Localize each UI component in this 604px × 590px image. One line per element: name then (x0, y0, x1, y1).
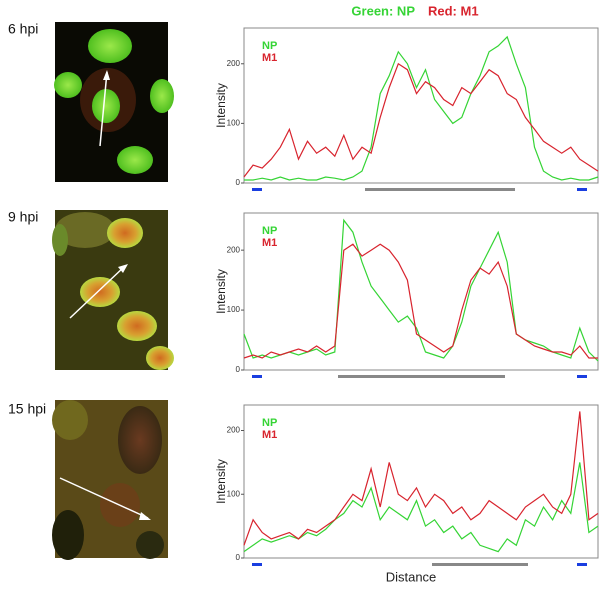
roi-marker (577, 188, 587, 191)
legend-entry: M1 (262, 237, 277, 249)
panel-label: 9 hpi (8, 209, 38, 225)
y-tick-label: 0 (236, 365, 241, 374)
plot-frame (243, 404, 599, 559)
micrograph (52, 210, 174, 370)
y-tick-label: 0 (236, 178, 241, 187)
y-tick-label: 100 (227, 118, 241, 127)
panel-label: 6 hpi (8, 21, 38, 37)
legend-entry: M1 (262, 52, 277, 64)
y-axis-label: Intensity (214, 83, 228, 128)
header-red: Red: M1 (428, 3, 479, 18)
legend-entry: NP (262, 225, 277, 237)
plot-frame (243, 27, 599, 184)
region-bar (432, 563, 528, 566)
roi-marker (252, 563, 262, 566)
micrograph (52, 400, 168, 560)
data-line (243, 243, 598, 359)
y-tick-label: 200 (227, 59, 241, 68)
header-green: Green: NP (351, 3, 415, 18)
data-line (244, 35, 599, 181)
roi-marker (577, 375, 587, 378)
legend-entry: M1 (262, 429, 277, 441)
panel-label: 15 hpi (8, 401, 46, 417)
y-tick-label: 100 (227, 489, 241, 498)
roi-marker (577, 563, 587, 566)
y-tick-label: 200 (227, 426, 241, 435)
micrograph (54, 22, 174, 182)
x-axis-label: Distance (386, 569, 437, 584)
legend-entry: NP (262, 40, 277, 52)
roi-marker (252, 188, 262, 191)
y-axis-label: Intensity (214, 269, 228, 314)
roi-marker (252, 375, 262, 378)
y-axis-label: Intensity (214, 459, 228, 504)
region-bar (338, 375, 505, 378)
y-tick-label: 100 (227, 305, 241, 314)
region-bar (365, 188, 515, 191)
data-line (243, 218, 599, 362)
data-line (243, 411, 599, 546)
plot-frame (243, 212, 599, 371)
data-line (243, 62, 599, 178)
data-line (243, 462, 599, 553)
y-tick-label: 200 (227, 245, 241, 254)
y-tick-label: 0 (236, 553, 241, 562)
legend-entry: NP (262, 417, 277, 429)
